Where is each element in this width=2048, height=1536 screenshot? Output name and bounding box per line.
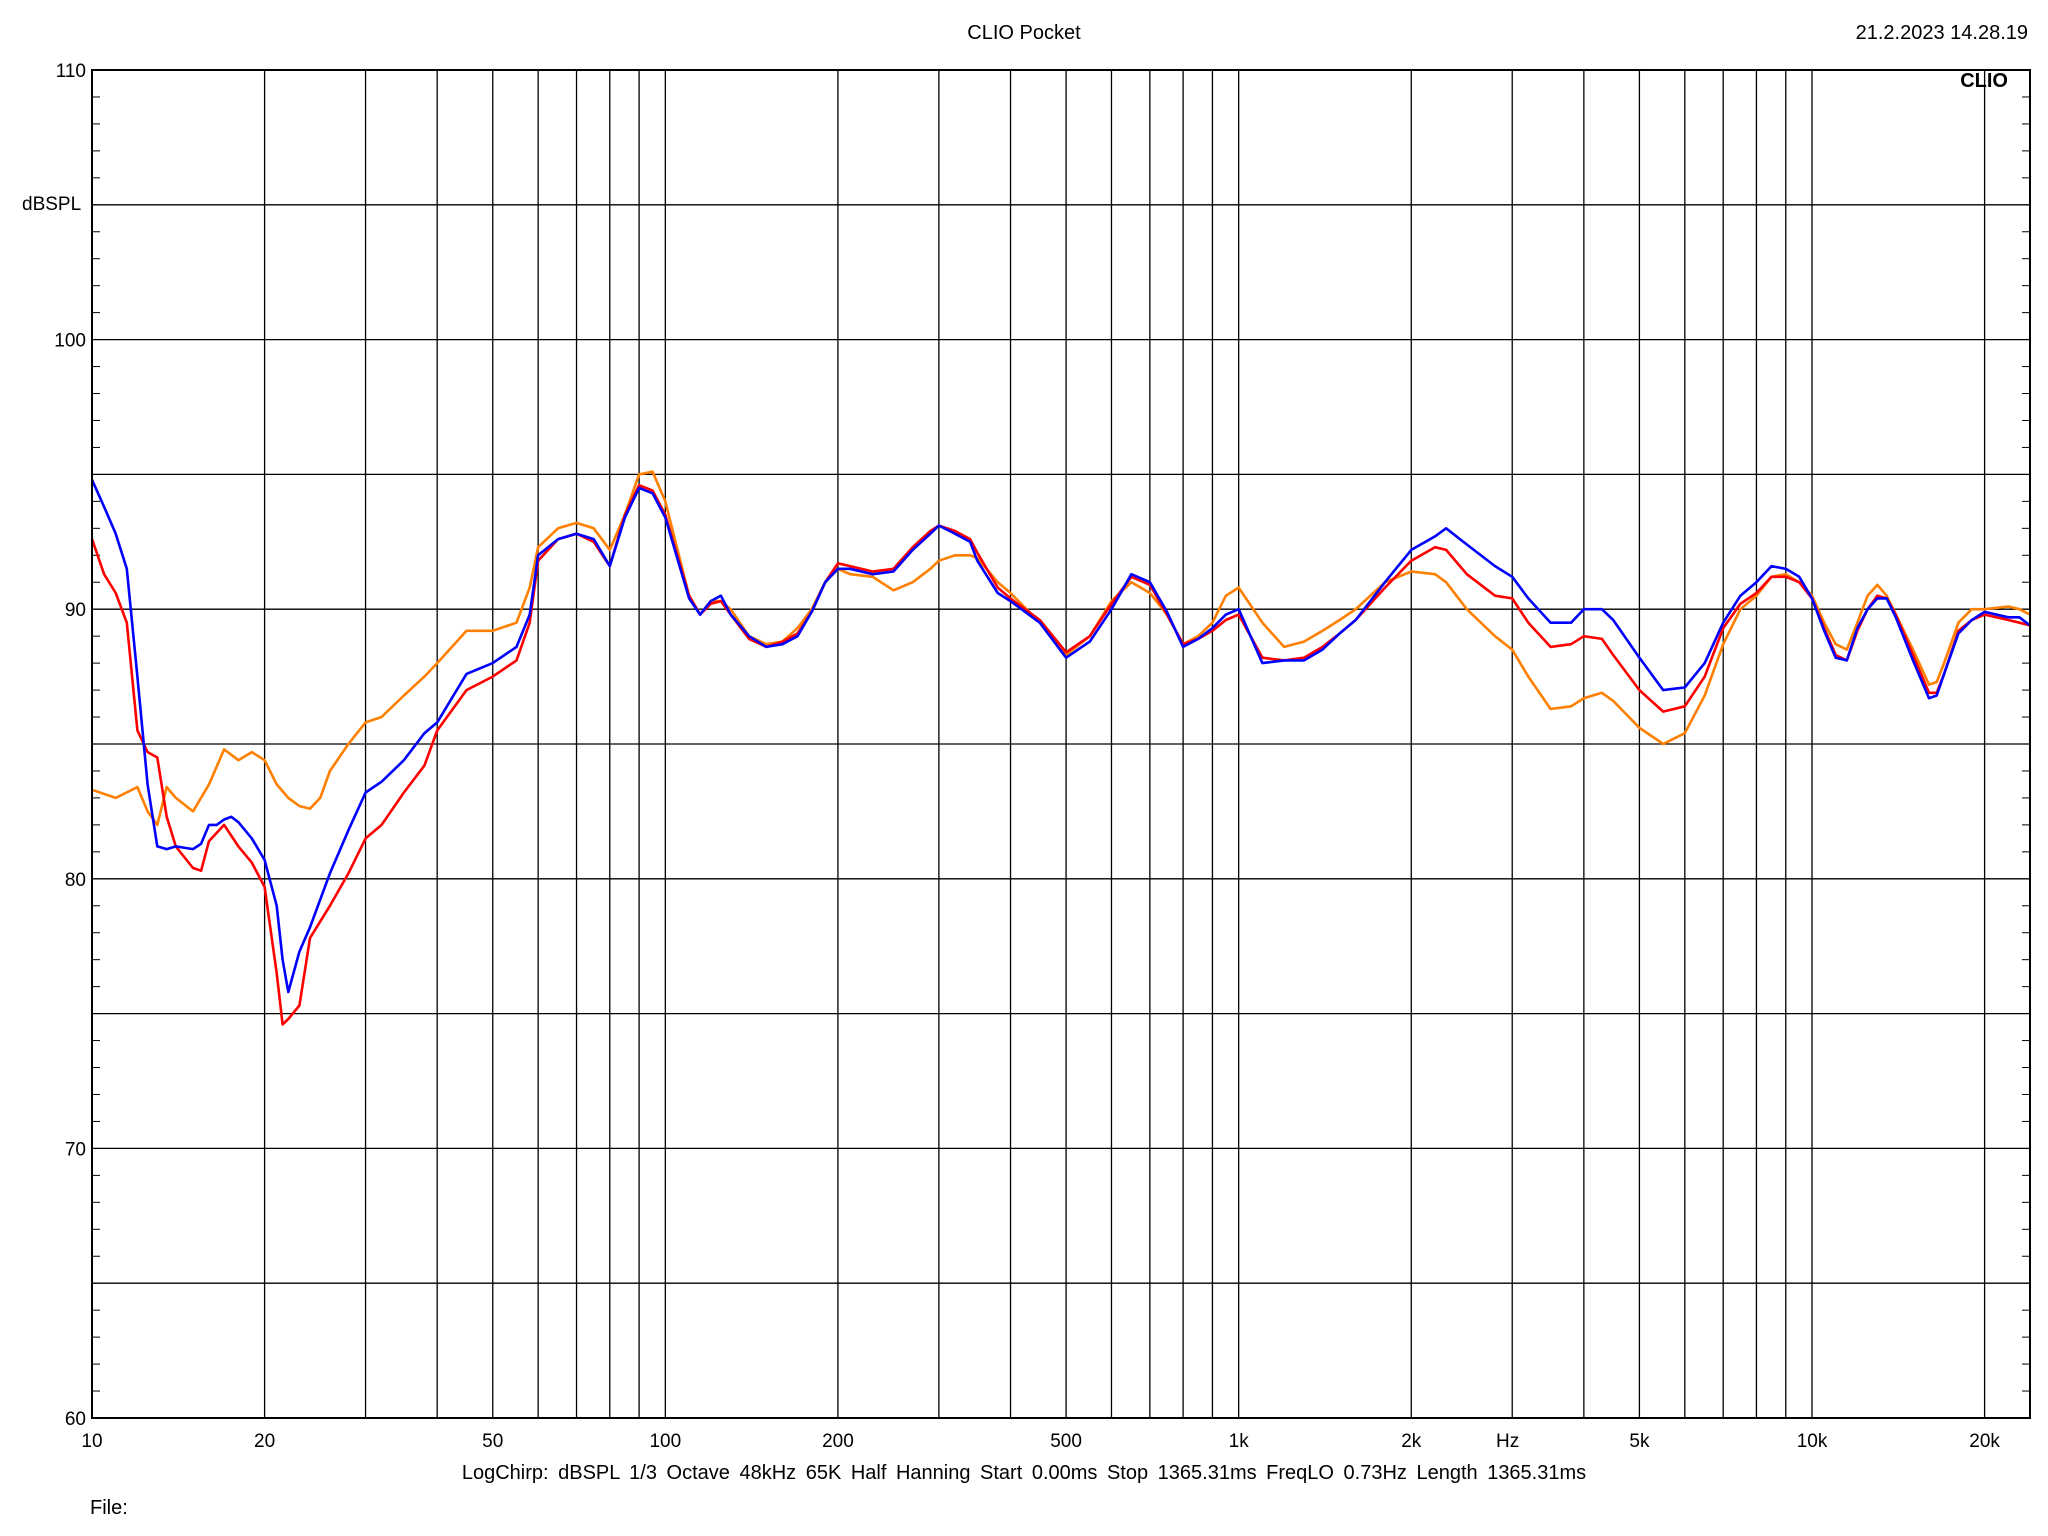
series-line-2	[90, 483, 2031, 1026]
y-tick-label: 70	[65, 1139, 86, 1160]
y-tick-label: 100	[54, 331, 86, 352]
x-axis-label: Hz	[1496, 1431, 1519, 1452]
y-tick-label: 80	[65, 870, 86, 891]
series-line-3	[90, 479, 2031, 994]
app-title: CLIO Pocket	[967, 22, 1081, 44]
y-tick-label: 110	[56, 61, 86, 82]
series-layer	[90, 470, 2031, 1026]
x-tick-label: 10k	[1797, 1431, 1828, 1452]
y-tick-label: 60	[65, 1409, 86, 1430]
x-tick-label: 5k	[1629, 1431, 1650, 1452]
clio-logo: CLIO	[1960, 70, 2008, 92]
x-tick-label: 2k	[1401, 1431, 1422, 1452]
x-tick-label: 200	[822, 1431, 854, 1452]
file-label: File:	[90, 1497, 128, 1519]
timestamp: 21.2.2023 14.28.19	[1855, 22, 2028, 44]
x-tick-label: 50	[482, 1431, 503, 1452]
grid	[92, 70, 2030, 1418]
series-line-1	[91, 470, 2031, 827]
x-tick-label: 1k	[1229, 1431, 1250, 1452]
x-tick-label: 10	[81, 1431, 102, 1452]
x-tick-label: 100	[649, 1431, 681, 1452]
x-tick-label: 20	[254, 1431, 275, 1452]
plot-frame	[91, 69, 2031, 1419]
y-tick-label: 90	[65, 600, 86, 621]
y-axis-label: dBSPL	[22, 194, 81, 215]
x-tick-label: 500	[1050, 1431, 1082, 1452]
x-tick-label: 20k	[1969, 1431, 2000, 1452]
measurement-settings: LogChirp: dBSPL 1/3 Octave 48kHz 65K Hal…	[461, 1462, 1587, 1484]
